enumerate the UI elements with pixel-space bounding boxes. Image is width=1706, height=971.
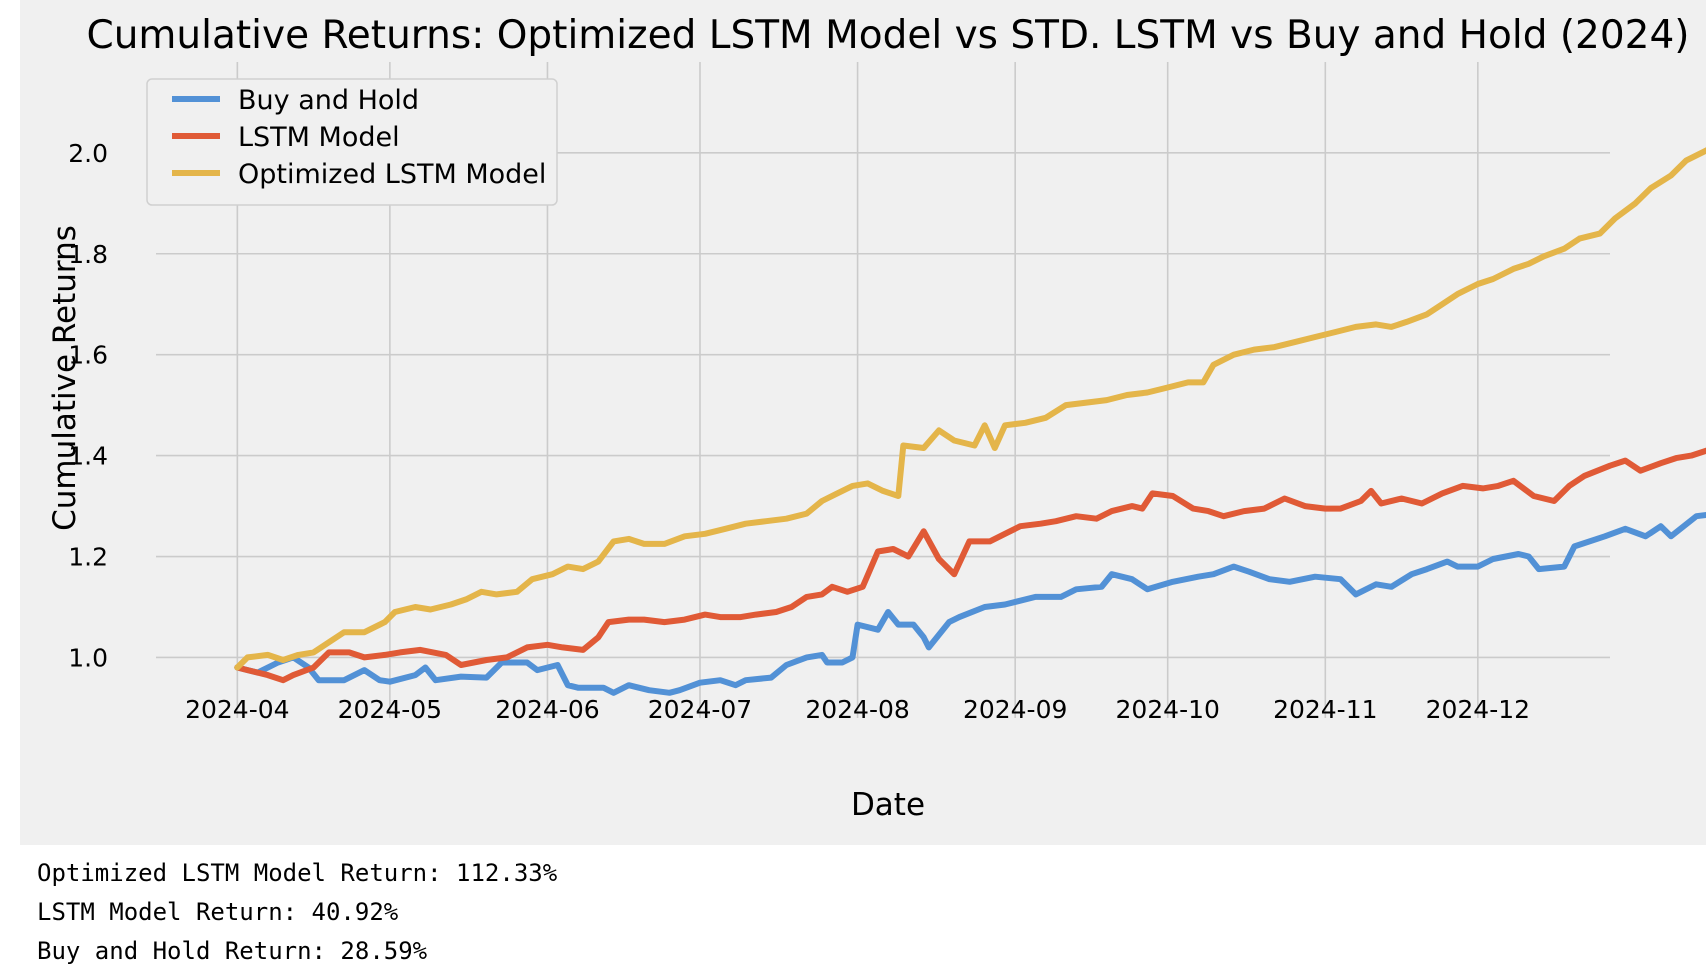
y-tick-label: 2.0 [68, 139, 108, 168]
legend-box [146, 78, 558, 206]
x-tick-label: 2024-06 [495, 695, 599, 724]
y-tick-label: 1.4 [68, 442, 108, 471]
optimized-lstm-return-text: Optimized LSTM Model Return: 112.33% [37, 859, 558, 887]
legend: Buy and Hold LSTM Model Optimized LSTM Mod… [146, 78, 558, 206]
x-axis-label: Date [851, 787, 925, 823]
chart-svg: 2024-04 2024-05 2024-06 2024-07 2024-08 2024-… [47, 13, 1706, 823]
x-tick-label: 2024-04 [185, 695, 289, 724]
chart-figure: 2024-04 2024-05 2024-06 2024-07 2024-08 2024-… [20, 0, 1706, 845]
x-tick-label: 2024-08 [805, 695, 909, 724]
y-tick-labels: 1.0 1.2 1.4 1.6 1.8 2.0 [68, 139, 108, 673]
series-layer [234, 147, 1706, 696]
series-line-buy-and-hold [234, 511, 1706, 696]
legend-label: LSTM Model [238, 122, 400, 153]
x-tick-label: 2024-12 [1426, 695, 1530, 724]
y-tick-label: 1.0 [68, 643, 108, 672]
x-tick-labels: 2024-04 2024-05 2024-06 2024-07 2024-08 2024-… [185, 695, 1530, 724]
chart-title: Cumulative Returns: Optimized LSTM Model… [86, 13, 1689, 58]
x-tick-label: 2024-07 [648, 695, 752, 724]
x-tick-label: 2024-05 [338, 695, 442, 724]
y-tick-label: 1.8 [68, 240, 108, 269]
y-tick-label: 1.6 [68, 341, 108, 370]
x-tick-label: 2024-09 [963, 695, 1067, 724]
console-output: Optimized LSTM Model Return: 112.33% LST… [37, 854, 557, 971]
legend-label: Buy and Hold [238, 85, 419, 116]
series-line-optimized-lstm-model [234, 147, 1706, 671]
lstm-return-text: LSTM Model Return: 40.92% [37, 898, 399, 926]
y-axis-label: Cumulative Returns [47, 225, 83, 531]
x-tick-label: 2024-11 [1273, 695, 1377, 724]
legend-label: Optimized LSTM Model [238, 159, 546, 190]
buy-and-hold-return-text: Buy and Hold Return: 28.59% [37, 937, 428, 965]
series-line-lstm-model [234, 447, 1706, 684]
y-tick-label: 1.2 [68, 543, 108, 572]
x-tick-label: 2024-10 [1115, 695, 1219, 724]
